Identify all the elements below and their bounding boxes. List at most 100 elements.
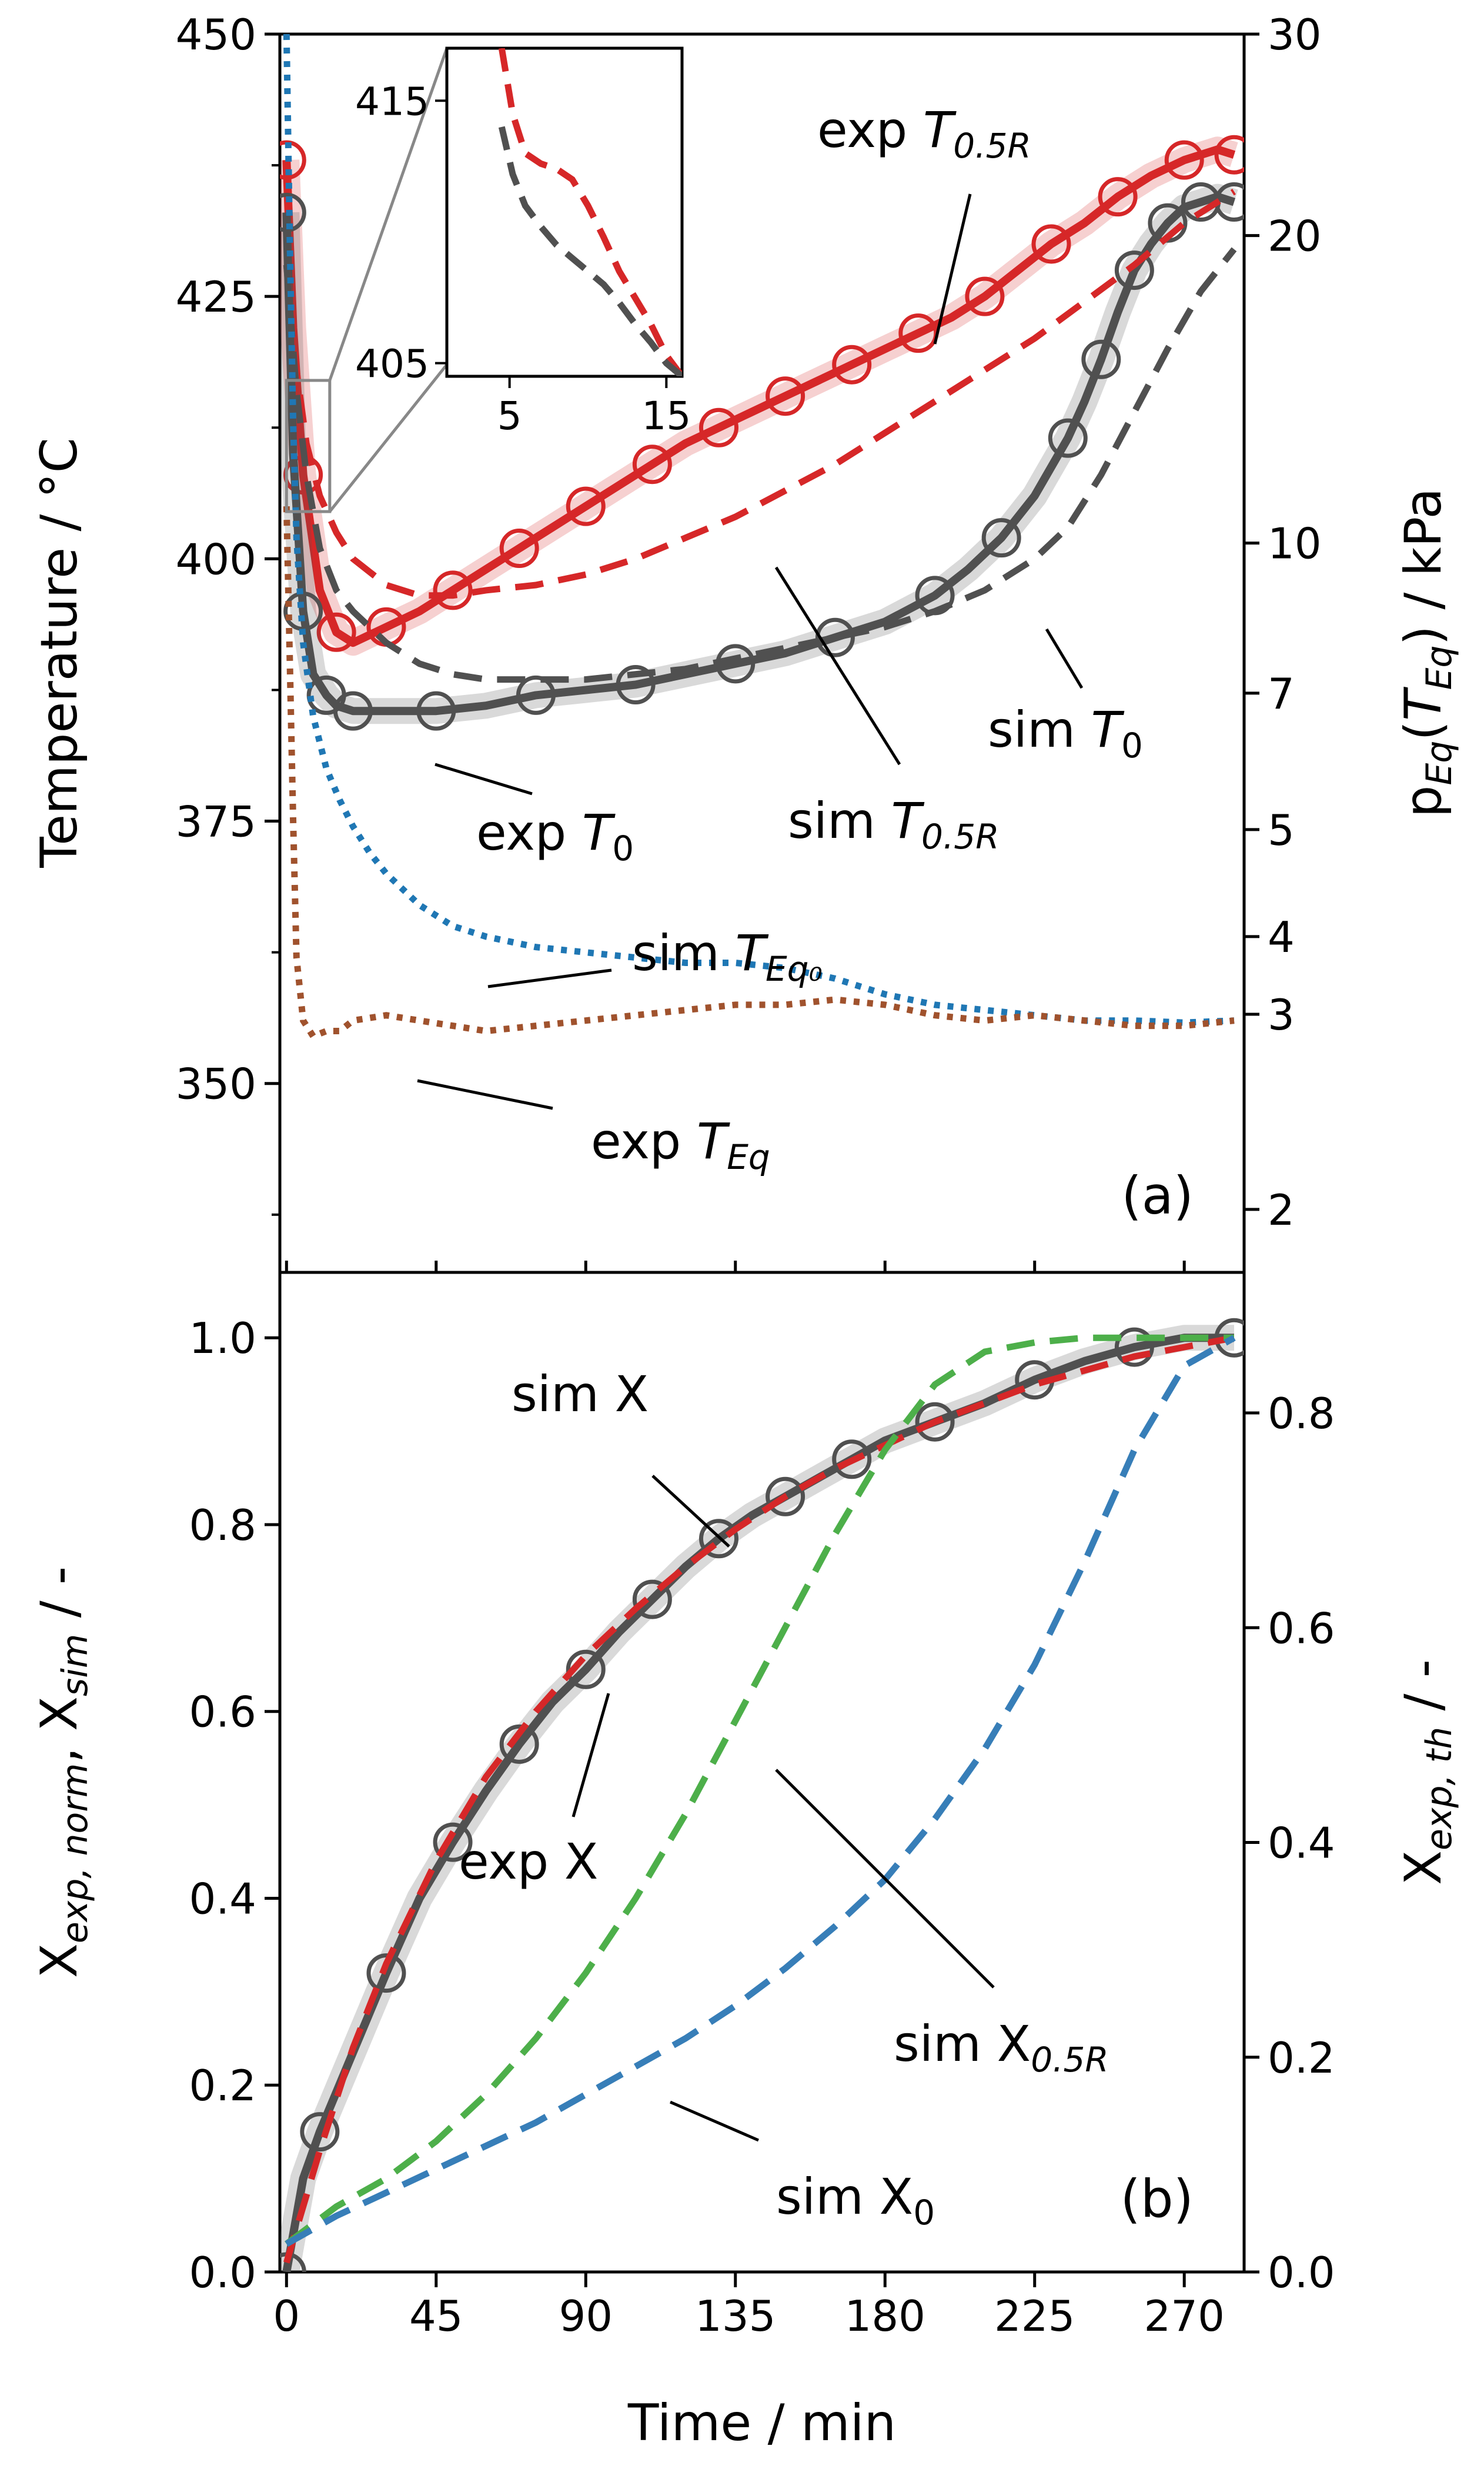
data-marker — [433, 570, 473, 610]
series-sim-T05R — [283, 189, 1236, 599]
zoom-connector — [328, 363, 448, 513]
series-line — [282, 1334, 1234, 2272]
data-marker — [766, 1476, 805, 1516]
annotation-leader — [670, 2100, 759, 2142]
series-band — [280, 1325, 1234, 2272]
panel-a-right-ylabel: pEq(TEq) / kPa — [1394, 488, 1460, 817]
data-marker — [766, 376, 805, 416]
panel-b-y2-tick-label: 0.8 — [1268, 1389, 1335, 1438]
data-marker — [566, 486, 606, 526]
series-line — [283, 506, 1235, 1041]
data-marker — [433, 1822, 473, 1862]
annotation-leader — [1045, 628, 1084, 689]
data-marker — [1114, 250, 1154, 290]
data-marker — [1098, 177, 1138, 217]
data-marker — [316, 612, 356, 652]
series-sim-T0 — [283, 247, 1237, 683]
data-marker — [915, 1402, 955, 1442]
panel-b-plot — [280, 1318, 1244, 2272]
panel-a-y2-tick-label: 20 — [1268, 212, 1322, 261]
panel-b-y2-tick-label: 0.4 — [1268, 1819, 1335, 1868]
annotation-leader — [571, 1693, 610, 1817]
annotation-sim-TEq0: sim TEq₀ — [487, 924, 823, 989]
panel-a-y-tick-label: 350 — [176, 1060, 256, 1109]
svg-text:exp X: exp X — [459, 1833, 598, 1890]
annotation-exp-T05R: exp T0.5R — [817, 101, 1031, 345]
svg-text:exp T0.5R: exp T0.5R — [817, 101, 1031, 166]
series-line — [282, 145, 1236, 647]
annotation-sim-X0: sim X0 — [670, 2100, 935, 2233]
data-marker — [698, 1519, 738, 1559]
series-band — [280, 183, 1238, 724]
inset-frame — [445, 46, 684, 378]
inset-series-line — [498, 126, 682, 376]
annotation-sim-T05R: sim T0.5R — [774, 566, 1000, 857]
panel-a-y2-tick-label: 2 — [1268, 1185, 1295, 1235]
panel-b-y-tick-label: 0.8 — [189, 1501, 256, 1550]
series-sim-TEq0 — [283, 34, 1235, 1026]
annotation-exp-T0: exp T0 — [434, 763, 634, 868]
svg-text:sim X: sim X — [512, 1365, 649, 1423]
svg-text:sim X0.5R: sim X0.5R — [894, 2015, 1109, 2080]
series-line — [285, 1335, 1236, 2247]
series-sim-X05R — [285, 1334, 1234, 2247]
annotation-sim-X: sim X — [512, 1365, 730, 1548]
inset-y-tick-label: 415 — [355, 79, 429, 124]
panel-a-label: (a) — [1121, 1165, 1194, 1226]
annotation-leader — [487, 968, 612, 988]
series-line — [285, 1334, 1234, 2247]
series-exp-T05R — [280, 135, 1244, 656]
data-marker — [499, 1724, 539, 1764]
x-tick-label: 225 — [994, 2291, 1075, 2341]
x-axis-label: Time / min — [627, 2394, 896, 2452]
data-marker — [300, 2112, 340, 2152]
panel-b-y2-tick-label: 0.6 — [1268, 1603, 1335, 1653]
panel-a-y2-tick-label: 30 — [1268, 10, 1322, 59]
data-marker — [366, 1953, 406, 1993]
annotation-leader — [933, 193, 972, 345]
data-marker — [280, 192, 306, 232]
panel-a-y-tick-label: 450 — [176, 10, 256, 59]
series-sim-X — [283, 1334, 1235, 2264]
inset-plot: 5 15 405 415 — [285, 46, 691, 513]
series-line — [283, 189, 1236, 599]
data-marker — [416, 691, 456, 731]
annotation-leader — [774, 566, 901, 766]
svg-text:sim T0.5R: sim T0.5R — [788, 792, 1000, 857]
x-tick-label: 90 — [559, 2291, 613, 2341]
data-marker — [616, 665, 656, 705]
svg-text:exp T0: exp T0 — [476, 804, 634, 868]
series-line — [283, 1334, 1235, 2264]
svg-text:exp TEq: exp TEq — [591, 1112, 770, 1177]
data-marker — [698, 407, 738, 447]
panel-a-y-tick-label: 400 — [176, 534, 256, 584]
data-marker — [566, 1649, 606, 1689]
x-tick-label: 270 — [1144, 2291, 1224, 2341]
annotation-exp-TEq: exp TEq — [417, 1079, 770, 1177]
data-marker — [632, 445, 672, 484]
panel-a-y2-tick-label: 4 — [1268, 913, 1295, 962]
panel-b-y-tick-label: 0.0 — [189, 2248, 256, 2297]
zoom-connector — [328, 48, 449, 381]
panel-a-y-tick-label: 375 — [176, 797, 256, 847]
data-marker — [965, 276, 1005, 316]
panel-a-left-ylabel: Temperature / °C — [30, 437, 89, 868]
data-marker — [499, 529, 539, 569]
annotation-leader — [434, 763, 533, 796]
data-marker — [832, 345, 872, 385]
inset-series — [498, 126, 682, 376]
panel-b-frame — [278, 1271, 1246, 2274]
series-exp-X — [280, 1318, 1244, 2272]
panel-b-left-ylabel: Xexp, norm, Xsim / - — [30, 1566, 96, 1978]
panel-b-y-tick-label: 0.2 — [189, 2061, 256, 2110]
series-line — [283, 247, 1237, 683]
data-marker — [1114, 1327, 1154, 1367]
panel-a-plot — [280, 34, 1244, 1041]
panel-b-y-tick-label: 1.0 — [189, 1314, 256, 1363]
data-marker — [1048, 418, 1088, 458]
annotation-leader — [775, 1769, 995, 1989]
zoom-region — [285, 379, 332, 513]
annotation-exp-X: exp X — [459, 1693, 610, 1890]
panel-a-y2-tick-label: 10 — [1268, 519, 1322, 569]
